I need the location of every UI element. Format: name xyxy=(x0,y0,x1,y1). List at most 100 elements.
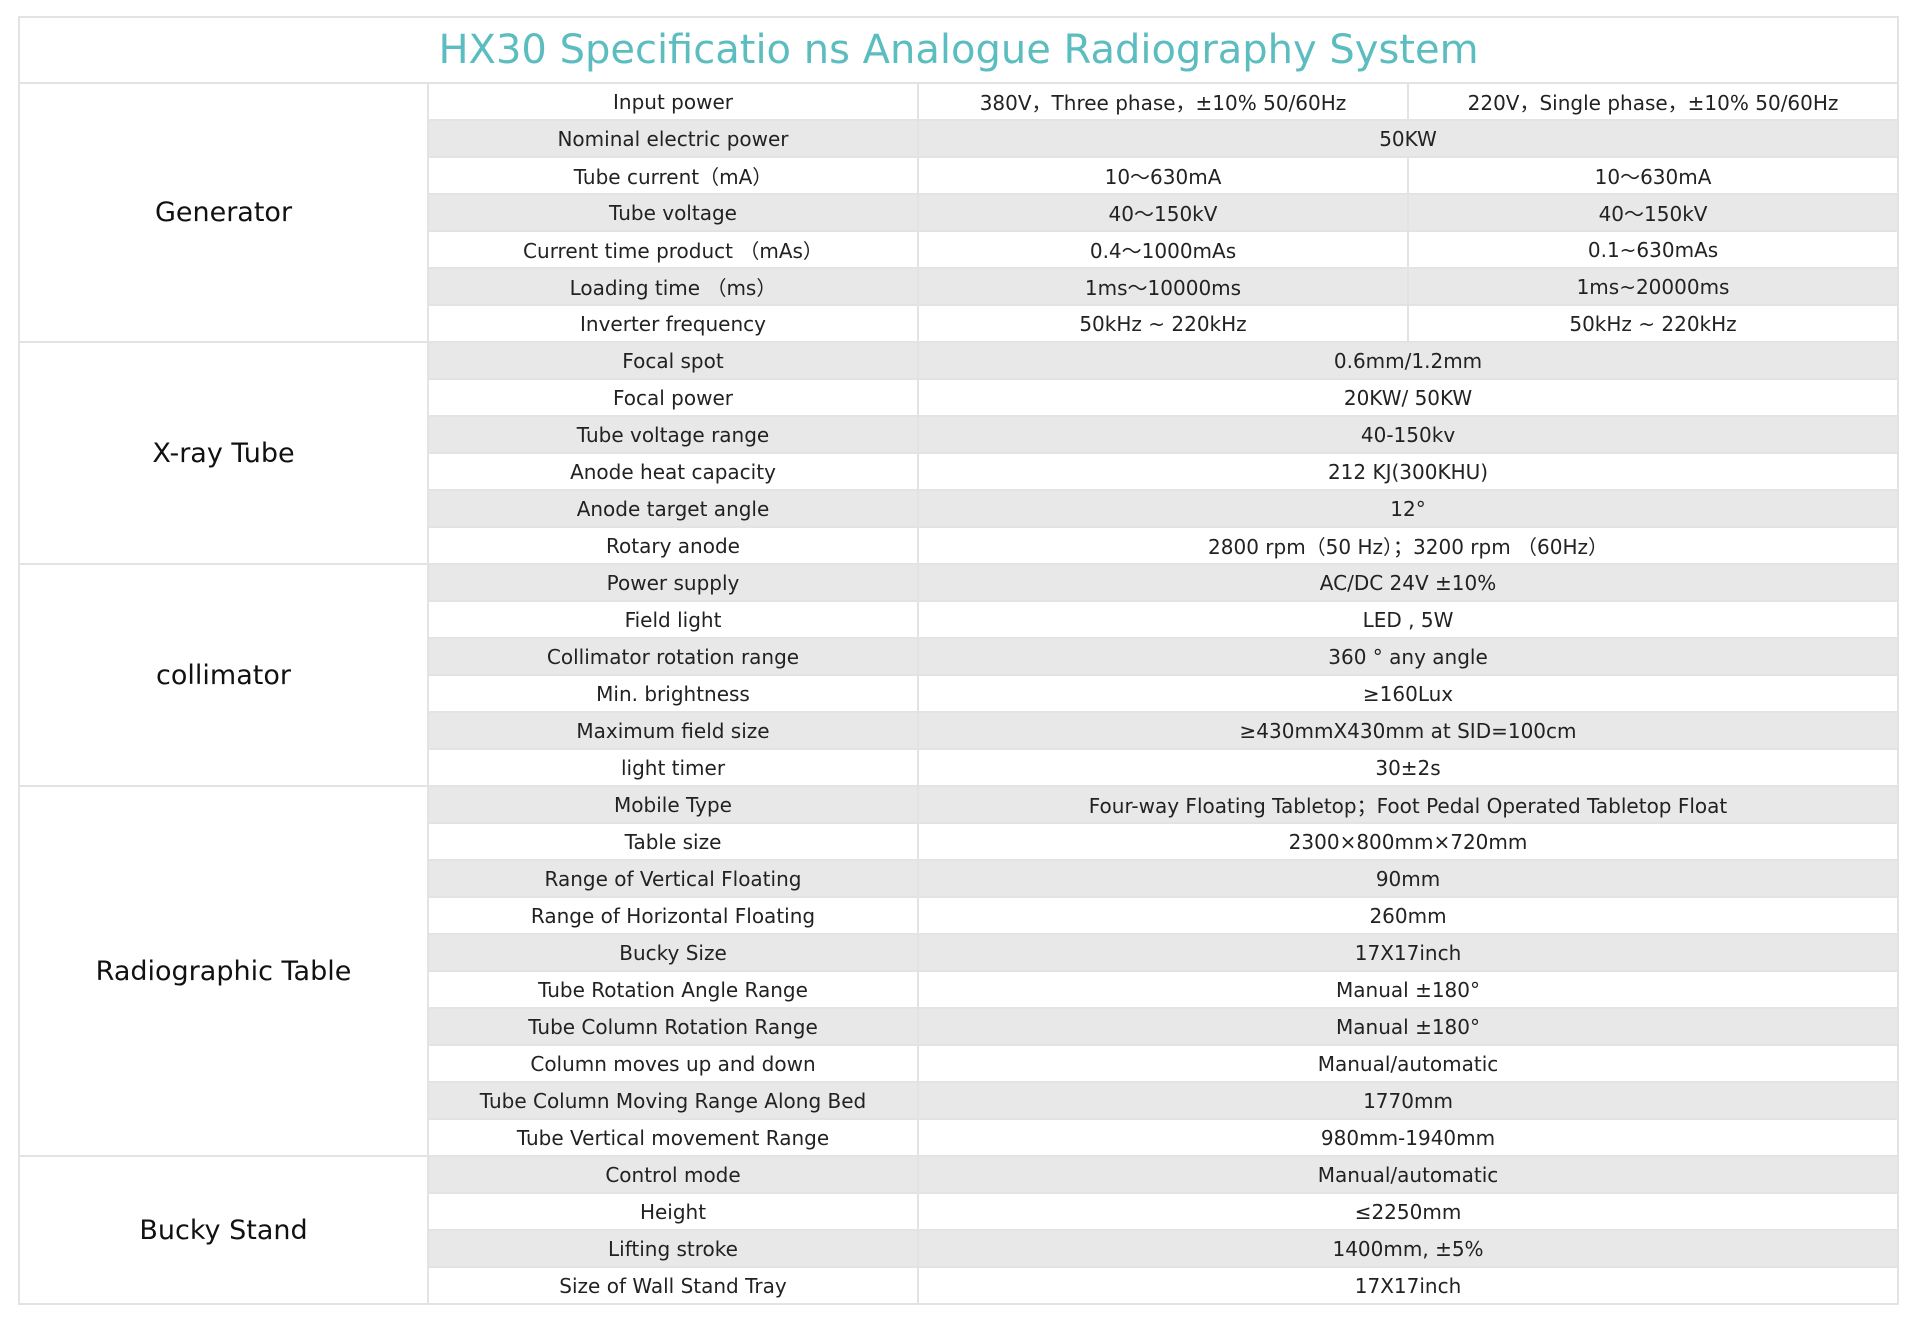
spec-label: Tube voltage xyxy=(427,193,919,232)
spec-value: 2800 rpm（50 Hz）；3200 rpm （60Hz） xyxy=(916,526,1900,565)
spec-row: Maximum field size ≥430mmX430mm at SID=10… xyxy=(19,711,1900,750)
spec-label: Collimator rotation range xyxy=(427,637,919,676)
spec-row: Tube voltage 40～150kV 40～150kV xyxy=(19,193,1900,232)
spec-row: Tube Column Rotation Range Manual ±180° xyxy=(19,1007,1900,1046)
spec-label: Rotary anode xyxy=(427,526,919,565)
spec-label: light timer xyxy=(427,748,919,787)
spec-value: 50KW xyxy=(916,119,1900,158)
spec-value: 17X17inch xyxy=(916,933,1900,972)
spec-row: Tube Vertical movement Range 980mm-1940mm xyxy=(19,1118,1900,1157)
spec-value: Manual ±180° xyxy=(916,970,1900,1009)
spec-value: Manual/automatic xyxy=(916,1155,1900,1194)
spec-row: Collimator rotation range 360 ° any angle xyxy=(19,637,1900,676)
spec-row: Tube voltage range 40-150kv xyxy=(19,415,1900,454)
spec-row: Table size 2300×800mm×720mm xyxy=(19,822,1900,861)
spec-label: Current time product （mAs） xyxy=(427,230,919,269)
spec-label: Nominal electric power xyxy=(427,119,919,158)
spec-row: Range of Vertical Floating 90mm xyxy=(19,859,1900,898)
spec-value: 10～630mA xyxy=(1406,156,1900,195)
spec-label: Size of Wall Stand Tray xyxy=(427,1266,919,1305)
spec-label: Table size xyxy=(427,822,919,861)
spec-label: Range of Vertical Floating xyxy=(427,859,919,898)
section-name: Radiographic Table xyxy=(18,785,429,1157)
spec-label: Control mode xyxy=(427,1155,919,1194)
spec-value: ≥430mmX430mm at SID=100cm xyxy=(916,711,1900,750)
spec-table: HX30 Specificatio ns Analogue Radiograph… xyxy=(17,16,1900,1305)
spec-row: Size of Wall Stand Tray 17X17inch xyxy=(19,1266,1900,1305)
spec-value: ≥160Lux xyxy=(916,674,1900,713)
spec-row: Current time product （mAs） 0.4～1000mAs 0.1… xyxy=(19,230,1900,269)
spec-value: 212 KJ(300KHU) xyxy=(916,452,1900,491)
spec-row: Field light LED , 5W xyxy=(19,600,1900,639)
spec-value: 40～150kV xyxy=(1406,193,1900,232)
spec-label: Tube current（mA） xyxy=(427,156,919,195)
spec-label: Height xyxy=(427,1192,919,1231)
spec-row: Min. brightness ≥160Lux xyxy=(19,674,1900,713)
spec-value: 50kHz ~ 220kHz xyxy=(1406,304,1900,343)
spec-value: 0.4～1000mAs xyxy=(917,230,1409,269)
spec-row: Bucky Size 17X17inch xyxy=(19,933,1900,972)
spec-label: Input power xyxy=(427,82,919,121)
spec-value: 0.1~630mAs xyxy=(1406,230,1900,269)
spec-value: 12° xyxy=(916,489,1900,528)
spec-value: 0.6mm/1.2mm xyxy=(916,341,1900,380)
spec-row: Lifting stroke 1400mm, ±5% xyxy=(19,1229,1900,1268)
section-name: Generator xyxy=(18,82,429,343)
spec-row: Focal power 20KW/ 50KW xyxy=(19,378,1900,417)
spec-value: 2300×800mm×720mm xyxy=(916,822,1900,861)
spec-label: Lifting stroke xyxy=(427,1229,919,1268)
spec-label: Tube Column Moving Range Along Bed xyxy=(427,1081,919,1120)
spec-label: Field light xyxy=(427,600,919,639)
spec-row: Tube Column Moving Range Along Bed 1770mm xyxy=(19,1081,1900,1120)
spec-row: Inverter frequency 50kHz ~ 220kHz 50kHz ~ … xyxy=(19,304,1900,343)
section-name: X-ray Tube xyxy=(18,341,429,565)
spec-label: Loading time （ms） xyxy=(427,267,919,306)
spec-value: 50kHz ~ 220kHz xyxy=(917,304,1409,343)
spec-label: Power supply xyxy=(427,563,919,602)
table-body: HX30 Specificatio ns Analogue Radiograph… xyxy=(17,16,1900,1305)
spec-label: Range of Horizontal Floating xyxy=(427,896,919,935)
spec-value: AC/DC 24V ±10% xyxy=(916,563,1900,602)
spec-row: Range of Horizontal Floating 260mm xyxy=(19,896,1900,935)
spec-label: Maximum field size xyxy=(427,711,919,750)
section-name: collimator xyxy=(18,563,429,787)
spec-row: Tube Rotation Angle Range Manual ±180° xyxy=(19,970,1900,1009)
spec-value: 40-150kv xyxy=(916,415,1900,454)
spec-value: 17X17inch xyxy=(916,1266,1900,1305)
spec-row: collimator Power supply AC/DC 24V ±10% xyxy=(18,563,1900,787)
spec-value: Manual/automatic xyxy=(916,1044,1900,1083)
spec-row: Radiographic Table Mobile Type Four-way Fl… xyxy=(18,785,1900,1157)
spec-value: 260mm xyxy=(916,896,1900,935)
title: HX30 Specificatio ns Analogue Radiograph… xyxy=(17,16,1900,84)
spec-row: Height ≤2250mm xyxy=(19,1192,1900,1231)
spec-value: 380V，Three phase，±10% 50/60Hz xyxy=(917,82,1409,121)
spec-row: Nominal electric power 50KW xyxy=(19,119,1900,158)
spec-value: 1ms~20000ms xyxy=(1406,267,1900,306)
spec-value: 220V，Single phase，±10% 50/60Hz xyxy=(1406,82,1900,121)
spec-value: Manual ±180° xyxy=(916,1007,1900,1046)
spec-value: 10～630mA xyxy=(917,156,1409,195)
spec-label: Anode target angle xyxy=(427,489,919,528)
spec-row: X-ray Tube Focal spot 0.6mm/1.2mm xyxy=(18,341,1900,565)
title-row: HX30 Specificatio ns Analogue Radiograph… xyxy=(17,16,1900,84)
spec-value: 1ms～10000ms xyxy=(917,267,1409,306)
spec-row: Rotary anode 2800 rpm（50 Hz）；3200 rpm （60… xyxy=(19,526,1900,565)
spec-value: Four-way Floating Tabletop；Foot Pedal Op… xyxy=(916,785,1900,824)
spec-label: Tube Vertical movement Range xyxy=(427,1118,919,1157)
spec-label: Min. brightness xyxy=(427,674,919,713)
spec-row: Bucky Stand Control mode Manual/automatic xyxy=(18,1155,1900,1305)
spec-value: ≤2250mm xyxy=(916,1192,1900,1231)
spec-row: Anode heat capacity 212 KJ(300KHU) xyxy=(19,452,1900,491)
spec-value: 90mm xyxy=(916,859,1900,898)
spec-row: Generator Input power 380V，Three phase，±10… xyxy=(18,82,1900,343)
spec-value: 360 ° any angle xyxy=(916,637,1900,676)
spec-label: Column moves up and down xyxy=(427,1044,919,1083)
spec-label: Inverter frequency xyxy=(427,304,919,343)
spec-value: 1770mm xyxy=(916,1081,1900,1120)
spec-label: Anode heat capacity xyxy=(427,452,919,491)
spec-row: Anode target angle 12° xyxy=(19,489,1900,528)
spec-value: 1400mm, ±5% xyxy=(916,1229,1900,1268)
spec-label: Tube Rotation Angle Range xyxy=(427,970,919,1009)
spec-value: 980mm-1940mm xyxy=(916,1118,1900,1157)
